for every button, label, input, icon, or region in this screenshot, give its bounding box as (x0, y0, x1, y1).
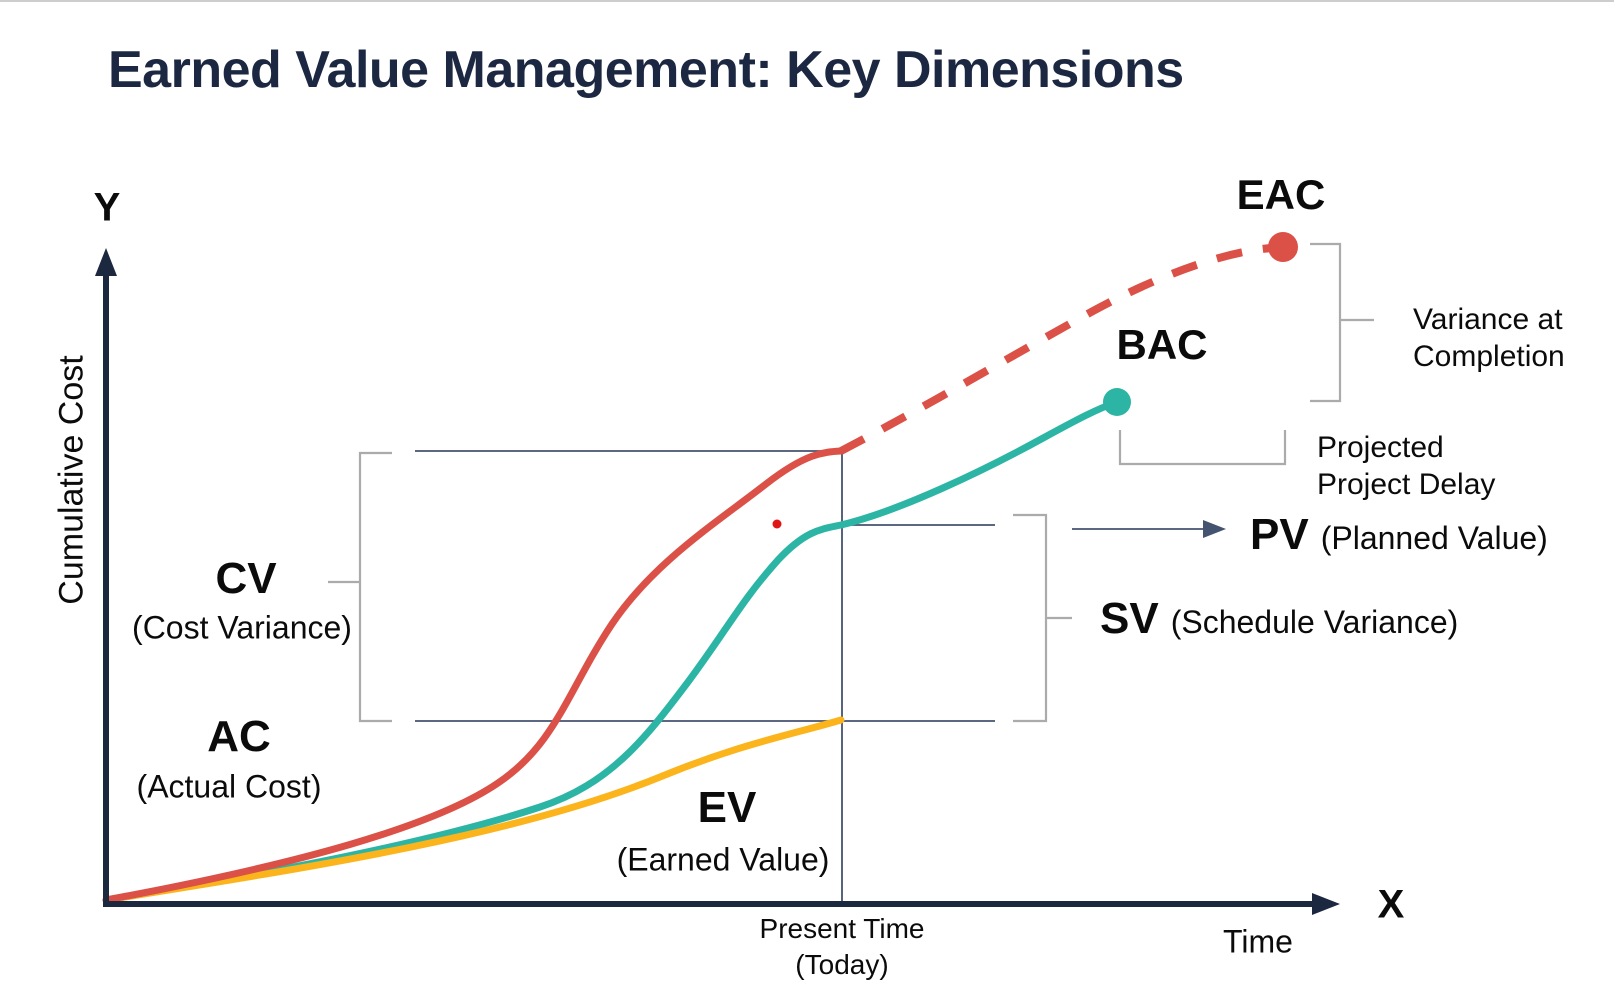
projected-delay-line1: Projected (1317, 431, 1444, 464)
y-axis-title: Cumulative Cost (52, 355, 91, 605)
x-axis-title: Time (1223, 923, 1293, 960)
sv-label-group: SV (Schedule Variance) (1100, 594, 1458, 644)
bac-label: BAC (1116, 321, 1208, 368)
ac-full: (Actual Cost) (136, 768, 322, 805)
pv-arrowhead-icon (1203, 520, 1226, 538)
ev-abbr: EV (697, 783, 757, 832)
sv-full: (Schedule Variance) (1170, 604, 1459, 640)
sv-abbr: SV (1100, 594, 1159, 643)
eac-projection-dashed-curve (839, 244, 1273, 455)
pv-label-group: PV (Planned Value) (1250, 510, 1548, 560)
projected-delay-label: Projected Project Delay (1317, 429, 1495, 503)
variance-at-completion-label: Variance at Completion (1413, 301, 1565, 375)
variance-at-completion-line2: Completion (1413, 340, 1565, 373)
present-time-label: Present Time (Today) (760, 911, 925, 983)
cv-abbr: CV (215, 554, 277, 603)
y-axis-letter: Y (93, 185, 121, 230)
bac-point (1103, 388, 1131, 416)
eac-point (1268, 232, 1298, 262)
x-axis-letter: X (1377, 882, 1405, 927)
ev-full: (Earned Value) (616, 841, 830, 878)
sv-bracket (1013, 513, 1048, 723)
pv-abbr: PV (1250, 510, 1309, 559)
projected-delay-bracket (1118, 430, 1287, 466)
page-title: Earned Value Management: Key Dimensions (108, 41, 1184, 99)
ev-curve (102, 716, 845, 904)
eac-label: EAC (1236, 171, 1326, 218)
ac-curve (102, 447, 845, 904)
stray-red-dot (772, 519, 782, 529)
cv-full: (Cost Variance) (132, 609, 352, 646)
variance-at-completion-line1: Variance at (1413, 303, 1563, 336)
pv-curve (102, 398, 1121, 904)
variance-at-completion-bracket (1310, 242, 1342, 403)
pv-full: (Planned Value) (1320, 520, 1548, 556)
x-axis-arrowhead-icon (1312, 893, 1340, 915)
cv-bracket (358, 451, 392, 723)
projected-delay-line2: Project Delay (1317, 468, 1496, 501)
present-time-line2: (Today) (795, 949, 889, 980)
present-time-line1: Present Time (759, 913, 925, 944)
y-axis-arrowhead-icon (95, 248, 117, 276)
ac-abbr: AC (207, 712, 271, 761)
